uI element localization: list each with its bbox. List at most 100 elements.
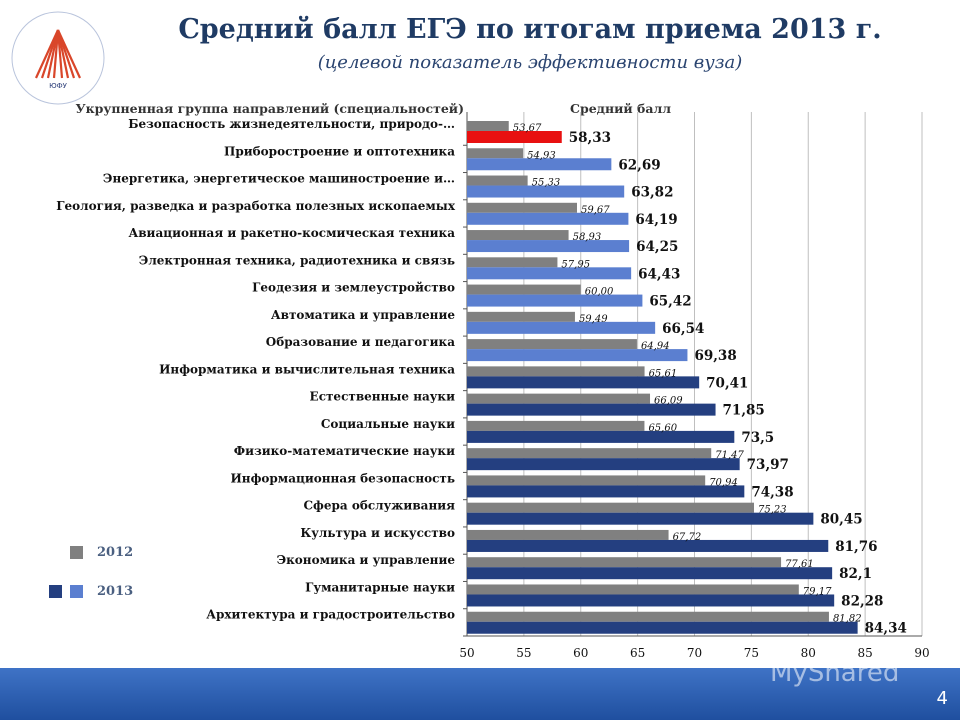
bar-2012 xyxy=(467,175,528,186)
bar-2013 xyxy=(467,567,833,580)
data-label-2012: 77,61 xyxy=(785,559,814,570)
data-label-2013: 82,1 xyxy=(839,566,872,582)
bar-2012 xyxy=(467,393,651,404)
data-label-2013: 64,25 xyxy=(636,239,678,255)
bar-chart: 50 55 60 65 70 75 80 85 90 Безопасность жизнедеят… xyxy=(56,112,930,660)
bar-2012 xyxy=(467,529,669,540)
category-label: Гуманитарные науки xyxy=(305,580,455,594)
bar-2012 xyxy=(467,475,706,486)
bar-2012 xyxy=(467,339,637,350)
data-label-2012: 59,67 xyxy=(581,205,610,216)
x-tick-label: 70 xyxy=(687,646,702,660)
category-label: Культура и искусство xyxy=(300,526,455,540)
legend-label-2013: 2013 xyxy=(97,584,134,599)
bar-2012 xyxy=(467,202,577,213)
data-label-2012: 59,49 xyxy=(579,314,608,325)
category-column-header: Укрупненная группа направлений (специаль… xyxy=(75,101,464,116)
data-label-2012: 65,61 xyxy=(649,368,678,379)
bar-2013 xyxy=(467,594,835,607)
data-label-2013: 64,19 xyxy=(635,212,677,228)
category-label: Архитектура и градостроительство xyxy=(206,608,455,622)
data-label-2012: 81,82 xyxy=(833,614,862,625)
category-label: Геодезия и землеустройство xyxy=(252,281,455,295)
bar-2012 xyxy=(467,366,645,377)
legend-label-2012: 2012 xyxy=(97,545,134,560)
data-label-2013: 84,34 xyxy=(865,621,907,637)
bar-2013 xyxy=(467,539,829,552)
bar-2012 xyxy=(467,121,509,131)
category-label: Безопасность жизнедеятельности, природо-… xyxy=(128,117,455,131)
data-label-2012: 58,93 xyxy=(573,232,602,243)
category-label: Энергетика, энергетическое машиностроени… xyxy=(103,172,455,186)
x-tick-label: 60 xyxy=(573,646,588,660)
data-label-2013: 71,85 xyxy=(723,403,765,419)
data-label-2012: 57,95 xyxy=(561,259,590,270)
data-label-2013: 58,33 xyxy=(569,130,611,146)
data-label-2013: 66,54 xyxy=(662,321,704,337)
category-label: Авиационная и ракетно-космическая техник… xyxy=(128,226,455,240)
bar-2012 xyxy=(467,584,799,595)
data-label-2013: 70,41 xyxy=(706,375,748,391)
bar-2013 xyxy=(467,185,625,198)
category-label: Автоматика и управление xyxy=(271,308,456,322)
value-column-header: Средний балл xyxy=(570,101,672,116)
data-label-2012: 60,00 xyxy=(585,287,614,298)
category-label: Физико-математические науки xyxy=(234,444,455,458)
watermark: MyShared xyxy=(770,658,900,688)
legend-swatch-2013-light xyxy=(70,585,83,598)
page-number: 4 xyxy=(936,688,948,709)
bar-2012 xyxy=(467,448,712,459)
x-tick-label: 80 xyxy=(801,646,816,660)
x-tick-label: 75 xyxy=(744,646,759,660)
data-label-2013: 74,38 xyxy=(751,484,793,500)
x-tick-label: 85 xyxy=(857,646,872,660)
data-label-2012: 66,09 xyxy=(654,396,683,407)
bar-2013 xyxy=(467,376,700,389)
bar-2012 xyxy=(467,148,524,159)
category-label: Экономика и управление xyxy=(277,553,456,567)
university-logo: ЮФУ xyxy=(8,8,108,108)
bar-2013 xyxy=(467,240,630,253)
data-label-2012: 71,47 xyxy=(715,450,744,461)
data-label-2012: 70,94 xyxy=(709,477,738,488)
bar-2013 xyxy=(467,349,688,362)
data-label-2012: 53,67 xyxy=(513,123,542,134)
data-label-2012: 79,17 xyxy=(803,586,832,597)
data-label-2013: 73,97 xyxy=(747,457,789,473)
data-label-2013: 62,69 xyxy=(618,157,660,173)
category-label: Геология, разведка и разработка полезных… xyxy=(56,199,456,213)
data-label-2013: 63,82 xyxy=(631,185,673,201)
bar-2013 xyxy=(467,212,629,225)
data-label-2012: 54,93 xyxy=(527,150,556,161)
x-tick-label: 65 xyxy=(630,646,645,660)
data-label-2013: 64,43 xyxy=(638,266,680,282)
data-label-2013: 81,76 xyxy=(835,539,877,555)
bar-2013 xyxy=(467,458,740,471)
bar-2013 xyxy=(467,131,562,143)
bar-2013 xyxy=(467,267,632,280)
bar-2012 xyxy=(467,557,782,568)
bar-2012 xyxy=(467,420,645,431)
bar-2013 xyxy=(467,294,643,307)
bar-2013 xyxy=(467,158,612,171)
bar-2012 xyxy=(467,611,829,622)
category-label: Социальные науки xyxy=(321,417,455,431)
category-label: Электронная техника, радиотехника и связ… xyxy=(139,253,455,267)
bar-2013 xyxy=(467,403,716,416)
data-label-2012: 55,33 xyxy=(532,178,561,189)
data-label-2012: 67,72 xyxy=(673,532,702,543)
bar-2013 xyxy=(467,512,814,525)
data-label-2013: 65,42 xyxy=(649,294,691,310)
x-tick-label: 50 xyxy=(459,646,474,660)
data-label-2012: 64,94 xyxy=(641,341,670,352)
x-tick-label: 55 xyxy=(516,646,531,660)
bar-2013 xyxy=(467,621,858,634)
category-label: Сфера обслуживания xyxy=(304,499,456,513)
svg-text:ЮФУ: ЮФУ xyxy=(49,82,68,90)
category-label: Приборостроение и оптотехника xyxy=(224,144,455,158)
bar-2013 xyxy=(467,321,656,334)
category-label: Информатика и вычислительная техника xyxy=(159,362,455,376)
category-label: Естественные науки xyxy=(310,390,456,404)
page-title: Средний балл ЕГЭ по итогам приема 2013 г… xyxy=(178,14,882,45)
data-label-2013: 80,45 xyxy=(820,512,862,528)
